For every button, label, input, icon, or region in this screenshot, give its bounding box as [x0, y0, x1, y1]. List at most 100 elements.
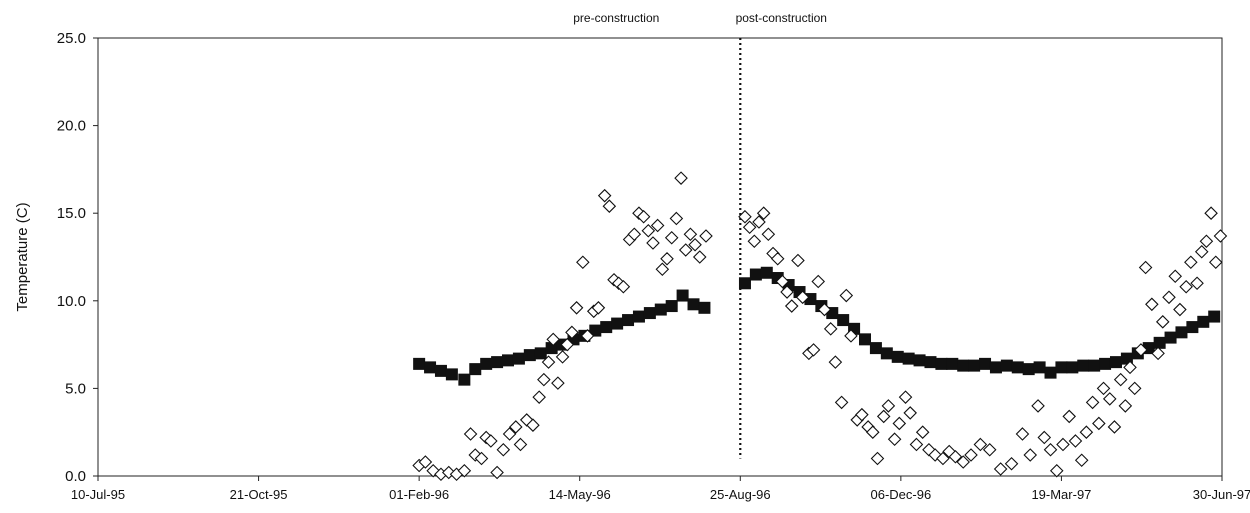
data-point-diamond	[1107, 420, 1122, 434]
data-point-square	[749, 268, 762, 281]
data-point-diamond	[541, 355, 556, 369]
data-point-diamond	[627, 227, 642, 242]
data-point-diamond	[660, 251, 674, 266]
data-point-diamond	[526, 418, 540, 432]
data-point-square	[676, 289, 689, 302]
data-point-diamond	[576, 255, 590, 270]
data-point-square	[445, 368, 458, 381]
data-point-square	[935, 357, 948, 370]
data-point-diamond	[1199, 234, 1214, 249]
data-point-diamond	[650, 218, 665, 233]
data-point-square	[502, 354, 515, 367]
data-point-diamond	[1168, 269, 1183, 284]
data-point-square	[1197, 315, 1210, 328]
data-point-diamond	[866, 425, 880, 439]
data-point-diamond	[1079, 425, 1094, 439]
data-point-diamond	[1213, 229, 1228, 243]
data-point-diamond	[898, 390, 913, 404]
data-point-diamond	[1173, 302, 1187, 317]
data-point-diamond	[1113, 372, 1128, 387]
data-point-diamond	[569, 301, 584, 315]
data-point-diamond	[1031, 399, 1045, 413]
data-point-diamond	[747, 234, 762, 249]
data-point-diamond	[664, 230, 679, 245]
data-point-diamond	[597, 188, 612, 203]
data-point-diamond	[973, 437, 988, 452]
data-point-square	[632, 310, 645, 323]
data-point-square	[512, 352, 525, 365]
data-point-diamond	[1043, 442, 1058, 457]
data-point-diamond	[806, 343, 821, 357]
data-point-square	[480, 357, 493, 370]
data-point-diamond	[636, 209, 651, 224]
data-point-diamond	[780, 285, 794, 299]
data-point-diamond	[915, 425, 930, 439]
data-point-diamond	[669, 211, 684, 226]
data-point-diamond	[791, 253, 805, 268]
series-open-diamonds	[412, 171, 1228, 482]
data-point-square	[1153, 336, 1166, 349]
data-point-diamond	[742, 220, 757, 234]
data-point-diamond	[1023, 448, 1038, 462]
data-point-diamond	[775, 274, 790, 289]
data-point-diamond	[646, 236, 660, 250]
y-tick-label: 5.0	[65, 380, 86, 397]
data-point-diamond	[1056, 437, 1070, 452]
data-point-square	[760, 266, 773, 279]
data-point-diamond	[1015, 427, 1030, 441]
data-point-diamond	[1138, 260, 1153, 275]
plot-border	[97, 37, 1223, 477]
data-point-diamond	[1068, 434, 1083, 448]
data-point-square	[1077, 359, 1090, 372]
data-point-diamond	[876, 409, 891, 424]
data-point-diamond	[502, 427, 517, 441]
data-point-diamond	[1162, 290, 1176, 305]
data-point-square	[698, 301, 711, 314]
data-point-diamond	[463, 427, 478, 441]
data-point-square	[1022, 363, 1035, 376]
data-point-diamond	[602, 199, 617, 213]
data-point-square	[469, 363, 482, 376]
plot-frame	[97, 37, 1223, 477]
data-point-square	[665, 300, 678, 313]
x-axis: 10-Jul-95 21-Oct-95 01-Feb-96 14-May-96 25-A…	[71, 476, 1250, 502]
data-point-diamond	[936, 451, 950, 466]
data-point-square	[891, 350, 904, 363]
data-point-square	[913, 354, 926, 367]
data-point-square	[1175, 326, 1188, 339]
data-point-square	[654, 303, 667, 316]
data-point-square	[979, 357, 992, 370]
data-point-square	[1088, 359, 1101, 372]
data-point-diamond	[1151, 346, 1165, 361]
data-point-diamond	[887, 432, 902, 446]
data-point-square	[1099, 357, 1112, 370]
data-point-diamond	[738, 209, 752, 224]
data-point-diamond	[1190, 276, 1204, 291]
x-tick-label: 25-Aug-96	[710, 487, 771, 502]
data-point-diamond	[1102, 392, 1117, 406]
data-point-square	[1033, 361, 1046, 374]
data-point-square	[1000, 359, 1013, 372]
data-point-square	[869, 342, 882, 355]
data-point-square	[738, 277, 751, 290]
data-point-diamond	[909, 437, 924, 452]
data-point-diamond	[457, 463, 472, 478]
data-point-square	[534, 347, 547, 360]
y-tick-label: 0.0	[65, 468, 86, 485]
data-point-diamond	[546, 332, 560, 347]
data-point-square	[902, 352, 915, 365]
data-point-square	[413, 357, 426, 370]
y-axis: 0.0 5.0 10.0 15.0 20.0 25.0	[57, 30, 98, 485]
data-point-diamond	[674, 171, 688, 185]
data-point-diamond	[1118, 399, 1133, 413]
data-point-diamond	[828, 355, 843, 369]
data-point-diamond	[770, 251, 785, 266]
data-point-diamond	[683, 227, 698, 242]
data-point-diamond	[692, 250, 707, 264]
x-tick-label: 21-Oct-95	[230, 487, 288, 502]
data-point-diamond	[752, 215, 766, 229]
data-point-diamond	[678, 243, 693, 257]
data-point-diamond	[956, 455, 970, 469]
data-point-diamond	[616, 280, 631, 294]
data-point-diamond	[993, 462, 1008, 476]
